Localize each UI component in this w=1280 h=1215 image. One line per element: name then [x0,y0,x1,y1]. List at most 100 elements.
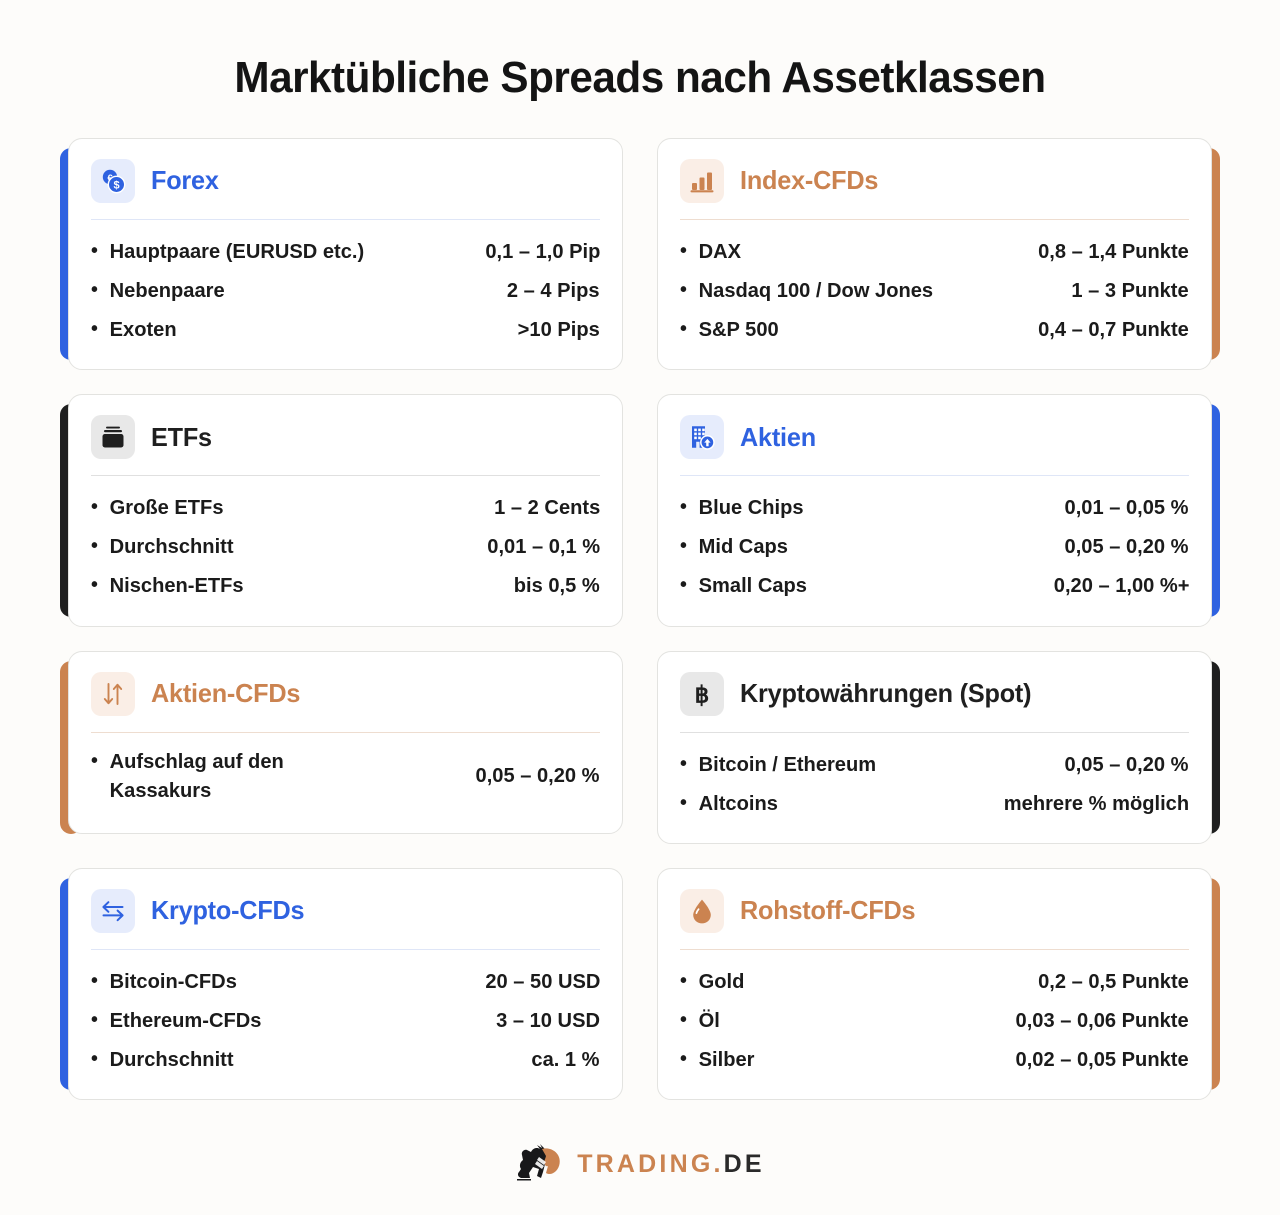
card-divider [680,218,1189,220]
spread-row-label-wrap: • Durchschnitt [91,532,234,561]
asset-class-card-grid: € $ Forex • Hauptpaare (EURUSD etc.) 0,1 – 1… [60,137,1220,1101]
spread-row-value: 0,02 – 0,05 Punkte [1015,1048,1189,1071]
card-title-index-cfds: Index-CFDs [740,165,879,196]
bullet-icon: • [91,318,98,341]
spread-row-label-wrap: • DAX [680,237,741,266]
oil-droplet-icon [680,888,724,933]
spread-row-label-wrap: • Bitcoin / Ethereum [680,750,876,779]
card-header-aktien: Aktien [680,415,1189,475]
spread-row: • Altcoins mehrere % möglich [680,784,1189,823]
spread-row-label-wrap: • Blue Chips [680,493,804,522]
spread-row: • Bitcoin / Ethereum 0,05 – 0,20 % [680,745,1189,784]
spread-row: • Große ETFs 1 – 2 Cents [91,488,600,527]
spread-row-value: 0,05 – 0,20 % [476,764,600,788]
spread-row-label: Mid Caps [698,535,788,559]
spread-row-label: Exoten [109,318,177,342]
spread-row-label-wrap: • Exoten [91,315,177,344]
spread-row-value: 0,03 – 0,06 Punkte [1015,1008,1189,1032]
spread-row: • DAX 0,8 – 1,4 Punkte [680,232,1189,271]
card-body-forex: € $ Forex • Hauptpaare (EURUSD etc.) 0,1 – 1… [68,137,623,371]
spread-row-label-wrap: • Silber [680,1045,754,1074]
card-title-aktien: Aktien [740,421,816,452]
card-aktien-cfds: Aktien-CFDs • Aufschlag auf den Kassakurs 0… [60,650,623,844]
spread-row-label: Öl [698,1008,720,1032]
spread-list-forex: • Hauptpaare (EURUSD etc.) 0,1 – 1,0 Pip • N… [91,226,600,349]
spread-row-label: Hauptpaare (EURUSD etc.) [109,239,365,263]
spread-row-label: Nebenpaare [109,279,225,303]
spread-row-value: 0,2 – 0,5 Punkte [1038,969,1189,993]
card-title-aktien-cfds: Aktien-CFDs [151,678,301,709]
card-title-krypto-cfds: Krypto-CFDs [151,895,305,926]
spread-row: • Small Caps 0,20 – 1,00 %+ [680,566,1189,605]
bullet-icon: • [680,1008,687,1031]
spread-row: • Silber 0,02 – 0,05 Punkte [680,1040,1189,1079]
spread-row-value: 0,4 – 0,7 Punkte [1038,318,1189,342]
bullet-icon: • [680,1048,687,1070]
spread-row-value: mehrere % möglich [1003,791,1189,815]
spread-row-label-wrap: • Nebenpaare [91,276,225,305]
card-header-forex: € $ Forex [91,158,600,219]
card-title-forex: Forex [151,165,219,196]
spread-row-label: Durchschnitt [109,535,234,559]
spread-row-label-wrap: • Altcoins [680,789,778,818]
spread-row-value: 0,1 – 1,0 Pip [484,239,600,263]
spread-row-label: S&P 500 [698,318,779,342]
card-divider [91,218,600,220]
spread-row-label-wrap: • Nischen-ETFs [91,571,244,600]
spread-row: • Öl 0,03 – 0,06 Punkte [680,1001,1189,1040]
bullet-icon: • [91,535,98,558]
card-kryptowaehrungen-spot: ฿ Kryptowährungen (Spot) • Bitcoin / Ethere… [657,650,1220,844]
spread-row-label: Altcoins [698,791,778,815]
spread-list-etfs: • Große ETFs 1 – 2 Cents • Durchschnitt 0,01 … [91,482,600,605]
bullet-icon: • [680,239,687,262]
spread-row-label: DAX [698,239,742,263]
bar-chart-icon [680,158,724,203]
spread-row-label: Ethereum-CFDs [109,1008,262,1032]
spread-row-value: 1 – 3 Punkte [1071,279,1189,303]
bullet-icon: • [91,1048,98,1070]
spread-row-label-wrap: • Small Caps [680,571,807,600]
card-header-etfs: ETFs [91,415,600,475]
spread-row: • Nasdaq 100 / Dow Jones 1 – 3 Punkte [680,271,1189,310]
building-up-arrow-icon [680,415,724,460]
bullet-icon: • [91,749,98,772]
spread-row-label-wrap: • Aufschlag auf den Kassakurs [91,747,336,805]
brand-primary: TRADING [577,1150,714,1178]
brand-suffix: DE [723,1150,765,1178]
spread-row-label-wrap: • Mid Caps [680,532,788,561]
spread-list-aktien-cfds: • Aufschlag auf den Kassakurs 0,05 – 0,20 … [91,739,600,813]
spread-row-value: 0,8 – 1,4 Punkte [1038,239,1189,263]
spread-row-label-wrap: • Ethereum-CFDs [91,1006,261,1035]
card-body-kryptowaehrungen-spot: ฿ Kryptowährungen (Spot) • Bitcoin / Ethere… [657,650,1212,844]
card-divider [91,731,600,733]
spread-row-value: 0,05 – 0,20 % [1065,752,1189,776]
svg-text:$: $ [113,179,119,191]
bullet-icon: • [680,574,687,597]
card-divider [680,948,1189,950]
spread-row-label-wrap: • Gold [680,967,744,996]
bullet-icon: • [91,279,98,302]
spread-row: • Mid Caps 0,05 – 0,20 % [680,527,1189,566]
bullet-icon: • [680,318,687,341]
spread-row: • Nebenpaare 2 – 4 Pips [91,271,600,310]
spread-row-label-wrap: • Große ETFs [91,493,223,522]
spread-row-value: ca. 1 % [531,1048,600,1071]
card-index-cfds: Index-CFDs • DAX 0,8 – 1,4 Punkte • Nasdaq 10… [657,137,1220,371]
spread-row: • Ethereum-CFDs 3 – 10 USD [91,1001,600,1040]
card-title-rohstoff-cfds: Rohstoff-CFDs [740,895,916,926]
spread-row-label: Aufschlag auf den Kassakurs [109,749,284,802]
brand-dot: . [713,1150,724,1178]
spread-row: • Aufschlag auf den Kassakurs 0,05 – 0,20 … [91,739,600,813]
card-header-kryptowaehrungen-spot: ฿ Kryptowährungen (Spot) [680,671,1189,732]
spread-row-label-wrap: • Öl [680,1006,720,1035]
spread-row: • Gold 0,2 – 0,5 Punkte [680,962,1189,1001]
bullet-icon: • [680,752,687,775]
spread-row: • Durchschnitt 0,01 – 0,1 % [91,527,600,566]
bullet-icon: • [680,969,687,992]
bullet-icon: • [680,496,687,519]
card-header-rohstoff-cfds: Rohstoff-CFDs [680,888,1189,949]
spread-row-label: Gold [698,969,745,993]
card-body-aktien-cfds: Aktien-CFDs • Aufschlag auf den Kassakurs 0… [68,650,623,834]
spread-row-value: 0,01 – 0,05 % [1065,496,1189,520]
spread-list-index-cfds: • DAX 0,8 – 1,4 Punkte • Nasdaq 100 / Dow Jo… [680,226,1189,349]
